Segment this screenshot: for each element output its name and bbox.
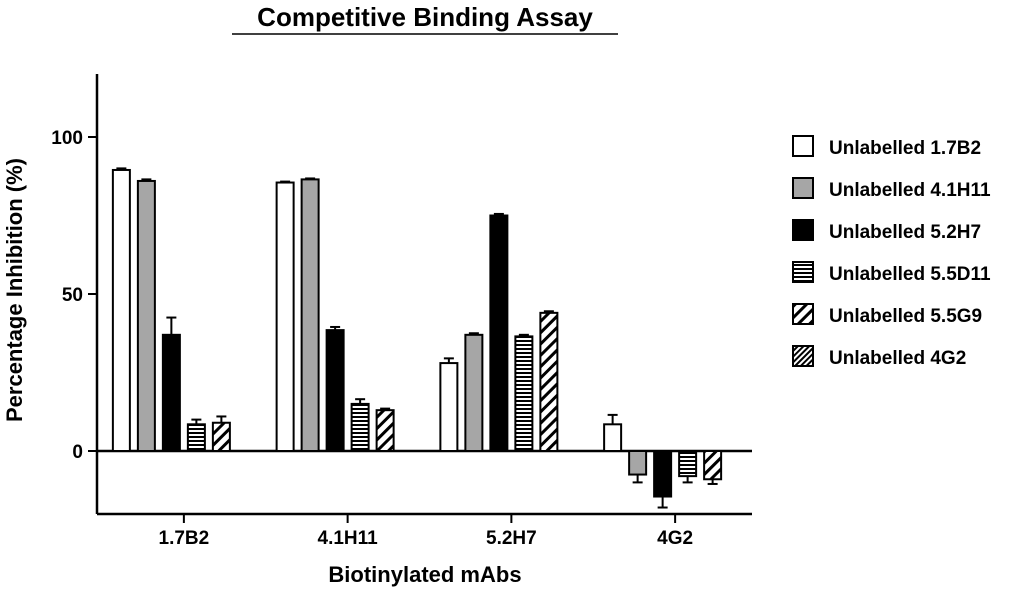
chart-title: Competitive Binding Assay	[257, 2, 593, 32]
bar	[325, 329, 345, 452]
legend-label: Unlabelled 5.5D11	[829, 264, 991, 285]
bar	[678, 450, 698, 478]
x-axis-label: Biotinylated mAbs	[328, 562, 521, 587]
bar	[161, 333, 181, 453]
bar	[300, 178, 320, 452]
bar	[439, 362, 459, 452]
y-axis-label: Percentage Inhibition (%)	[2, 158, 27, 422]
legend-label: Unlabelled 1.7B2	[829, 138, 981, 159]
bar	[186, 423, 206, 452]
bar	[514, 335, 534, 453]
bar	[375, 409, 395, 452]
legend-swatch	[792, 219, 814, 241]
x-tick-label: 1.7B2	[159, 528, 210, 549]
bar	[111, 168, 131, 452]
legend-swatch	[792, 135, 814, 157]
bar	[275, 181, 295, 452]
bar	[136, 179, 156, 453]
legend-swatch	[792, 261, 814, 283]
legend-label: Unlabelled 5.5G9	[829, 306, 982, 327]
y-tick-label: 100	[51, 128, 83, 149]
axes: 0 50 100 1.7B2 4.1H11 5.2H7 4G2	[51, 74, 752, 549]
legend-swatch	[792, 345, 814, 367]
legend-swatch	[792, 177, 814, 199]
bar	[653, 450, 673, 498]
bar	[703, 450, 723, 481]
legend-label: Unlabelled 4.1H11	[829, 180, 991, 201]
x-tick-label: 4.1H11	[318, 528, 379, 549]
legend-label: Unlabelled 5.2H7	[829, 222, 981, 243]
y-tick-label: 50	[62, 285, 83, 306]
y-tick-label: 0	[72, 442, 83, 463]
bar	[603, 423, 623, 452]
bar	[350, 402, 370, 452]
bars	[111, 167, 723, 509]
bar	[489, 214, 509, 452]
x-tick-label: 4G2	[657, 528, 693, 549]
legend-swatch	[792, 303, 814, 325]
bar	[211, 421, 231, 452]
x-tick-label: 5.2H7	[486, 528, 537, 549]
legend: Unlabelled 1.7B2 Unlabelled 4.1H11 Unlabel…	[792, 135, 991, 369]
bar	[464, 333, 484, 453]
bar	[539, 311, 559, 452]
legend-label: Unlabelled 4G2	[829, 348, 966, 369]
bar	[628, 450, 648, 476]
